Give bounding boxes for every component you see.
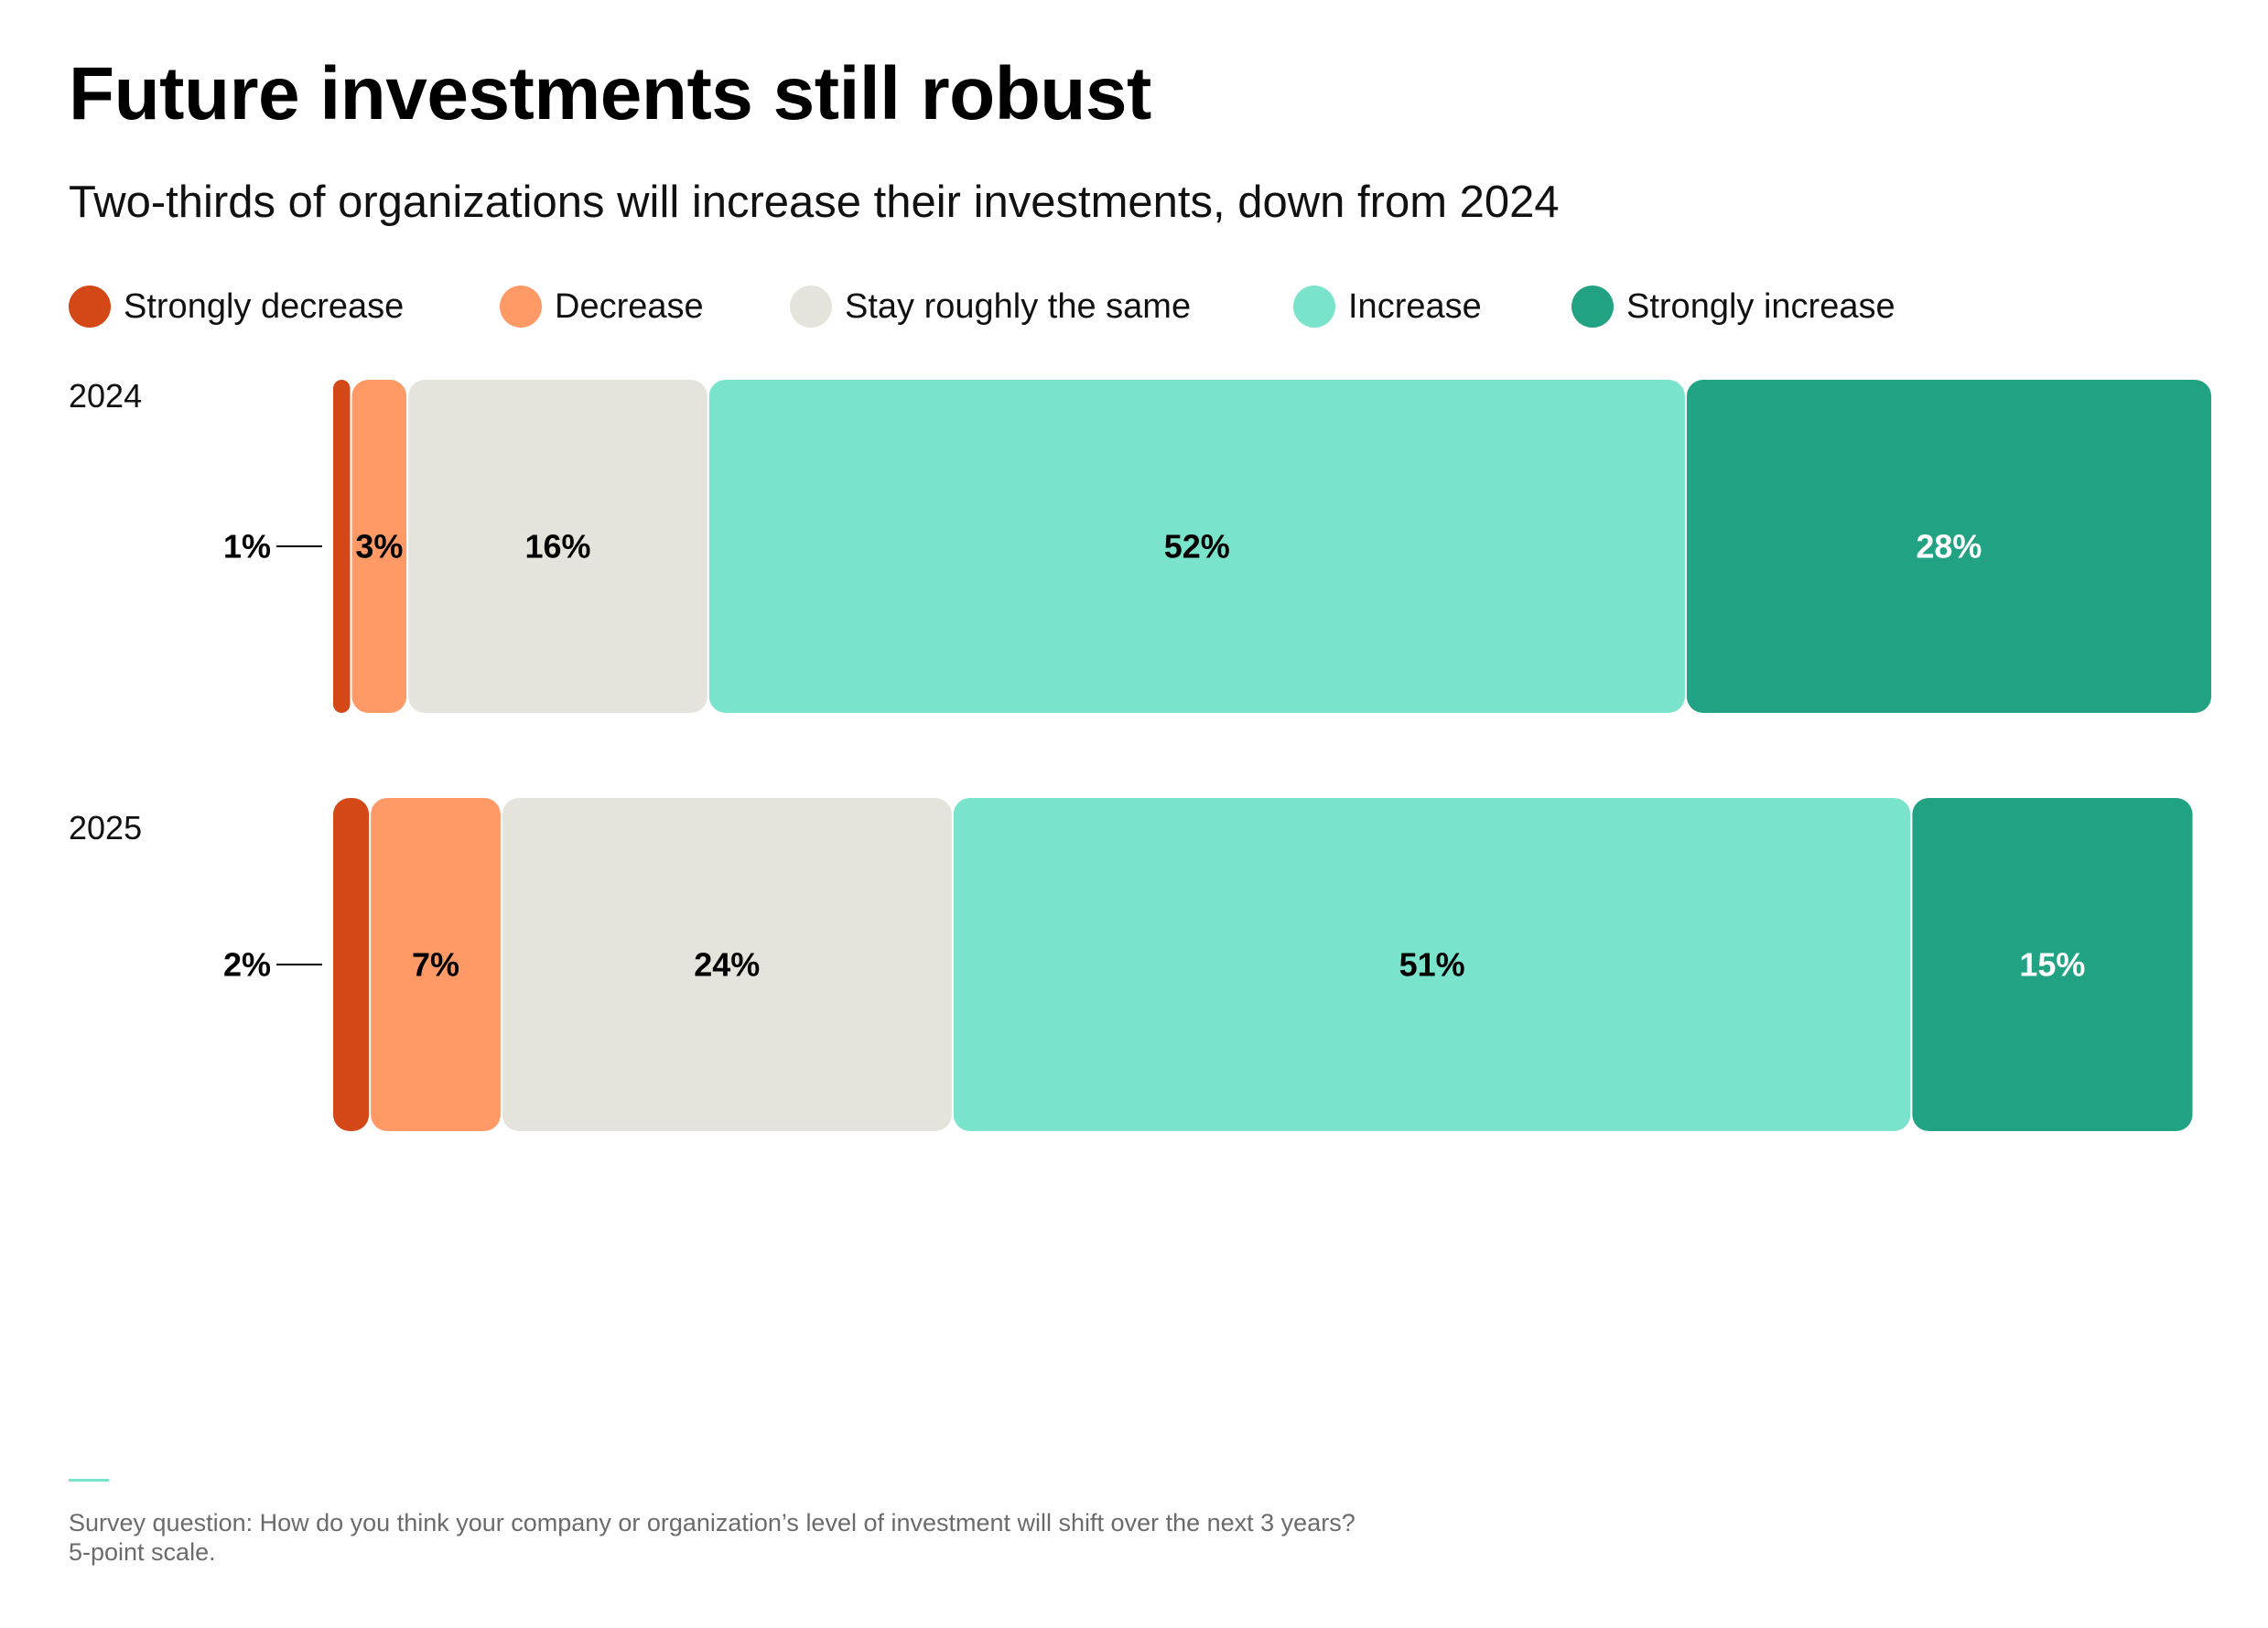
legend-item-strongly-decrease: Strongly decrease — [69, 284, 404, 329]
legend-swatch-strongly-decrease — [69, 286, 111, 328]
legend-item-increase: Increase — [1293, 284, 1482, 329]
legend-swatch-increase — [1293, 286, 1335, 328]
bar-decrease-2024 — [351, 380, 407, 713]
bar-decrease-2025 — [371, 798, 501, 1131]
chart-subtitle: Two-thirds of organizations will increas… — [69, 178, 1560, 227]
bar-increase-2024 — [708, 380, 1685, 713]
scale-note: 5-point scale. — [69, 1538, 216, 1567]
data-label-decrease-2025: 7% — [412, 946, 459, 984]
legend-item-stay-roughly-the-same: Stay roughly the same — [790, 284, 1191, 329]
legend-label-increase: Increase — [1348, 286, 1482, 326]
legend-swatch-decrease — [500, 286, 542, 328]
legend-label-decrease: Decrease — [555, 286, 704, 326]
legend-item-decrease: Decrease — [500, 284, 704, 329]
bar-strongly-decrease-2024 — [333, 380, 351, 713]
data-label-decrease-2024: 3% — [355, 528, 403, 566]
year-label-2024: 2024 — [69, 377, 143, 415]
bar-stay-roughly-the-same-2024 — [408, 380, 707, 713]
data-label-strongly-increase-2025: 15% — [2019, 946, 2085, 984]
legend-item-strongly-increase: Strongly increase — [1571, 284, 1895, 329]
data-label-stay-roughly-the-same-2025: 24% — [694, 946, 760, 984]
legend-swatch-strongly-increase — [1571, 286, 1614, 328]
data-label-strongly-decrease-2024: 1% — [223, 528, 271, 566]
bar-strongly-increase-2024 — [1686, 380, 2211, 713]
chart-title: Future investments still robust — [69, 52, 1151, 135]
data-label-increase-2025: 51% — [1399, 946, 1465, 984]
legend-label-stay-roughly-the-same: Stay roughly the same — [845, 286, 1192, 326]
data-label-increase-2024: 52% — [1164, 528, 1230, 566]
legend-swatch-stay-roughly-the-same — [790, 286, 832, 328]
year-label-2025: 2025 — [69, 809, 143, 846]
bar-strongly-increase-2025 — [1912, 798, 2193, 1131]
stacked-bar-chart: 1% 3% 16% 52% 28% 2% 7% 24% 51% 15% — [223, 380, 2211, 1131]
bar-increase-2025 — [953, 798, 1911, 1131]
data-label-stay-roughly-the-same-2024: 16% — [524, 528, 590, 566]
footer-divider — [69, 1479, 109, 1482]
data-label-strongly-decrease-2025: 2% — [223, 946, 271, 984]
bar-strongly-decrease-2025 — [333, 798, 370, 1131]
bar-stay-roughly-the-same-2025 — [502, 798, 952, 1131]
survey-question-note: Survey question: How do you think your c… — [69, 1509, 1355, 1536]
data-label-strongly-increase-2024: 28% — [1916, 528, 1982, 566]
legend-label-strongly-increase: Strongly increase — [1626, 286, 1895, 326]
footer-note: Survey question: How do you think your c… — [69, 1508, 1355, 1568]
legend-label-strongly-decrease: Strongly decrease — [124, 286, 405, 326]
